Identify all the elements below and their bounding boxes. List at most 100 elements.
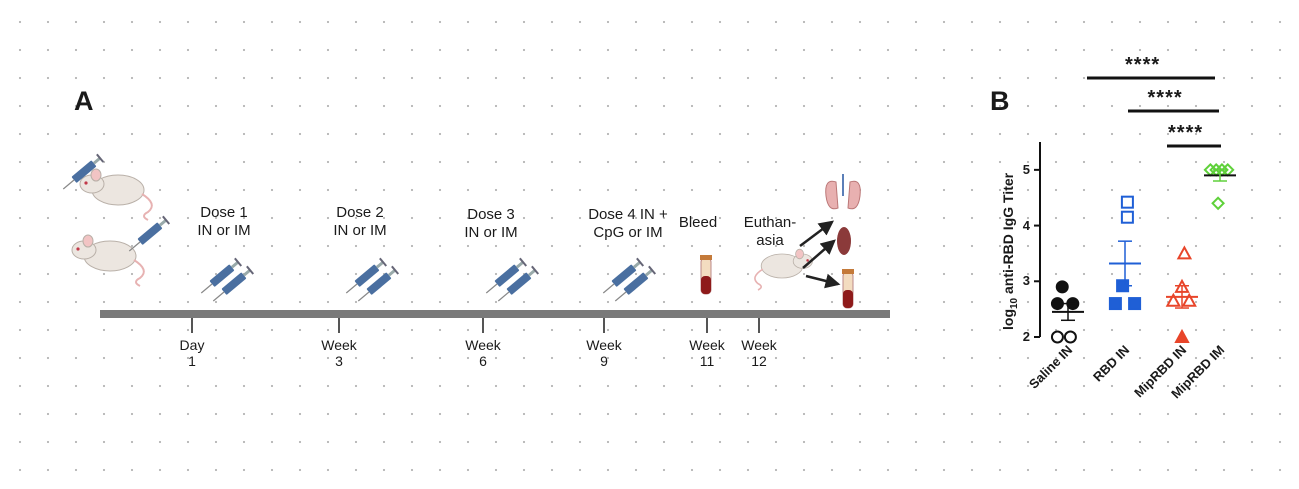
data-point bbox=[1063, 330, 1077, 344]
syringe-barrel bbox=[71, 160, 97, 183]
data-point bbox=[1055, 280, 1069, 294]
tick-label: Week 12 bbox=[741, 337, 777, 369]
data-point bbox=[1128, 297, 1142, 311]
syringe-barrel bbox=[506, 272, 532, 295]
significance-stars: **** bbox=[1147, 87, 1183, 109]
blood-tube-icon bbox=[842, 269, 854, 309]
mouse-tail bbox=[754, 268, 764, 291]
tube-cap bbox=[842, 269, 854, 274]
data-point bbox=[1211, 196, 1225, 211]
tick-label: Week 6 bbox=[465, 337, 501, 369]
syringe-icon bbox=[212, 265, 255, 302]
step-label: Dose 1 IN or IM bbox=[197, 204, 251, 239]
syringe-cap bbox=[648, 265, 657, 275]
syringe-plunger bbox=[230, 260, 240, 269]
tube-blood bbox=[701, 276, 711, 294]
syringe-cap bbox=[391, 265, 400, 275]
syringe-cap bbox=[96, 153, 105, 163]
data-point bbox=[1120, 210, 1134, 224]
mouse-ear bbox=[795, 248, 805, 260]
panel-b-letter: B bbox=[990, 86, 1010, 116]
data-point bbox=[1120, 195, 1134, 209]
syringe-plunger bbox=[515, 260, 525, 269]
syringe-icon bbox=[345, 257, 388, 294]
y-tick-label: 4 bbox=[1022, 217, 1030, 233]
blood-tube-icon bbox=[700, 255, 712, 295]
arrow bbox=[802, 239, 836, 269]
syringe-icon bbox=[357, 265, 400, 302]
lungs-icon bbox=[825, 180, 861, 210]
syringe-icon bbox=[62, 153, 105, 190]
syringe-barrel bbox=[137, 222, 163, 245]
tick-label: Day 1 bbox=[179, 337, 205, 369]
syringe-barrel bbox=[221, 272, 247, 295]
y-tick-label: 2 bbox=[1022, 329, 1030, 344]
syringe-needle bbox=[602, 283, 615, 294]
syringe-needle bbox=[212, 291, 225, 302]
syringe-plunger bbox=[644, 268, 654, 277]
syringe-cap bbox=[519, 257, 528, 267]
syringe-plunger bbox=[375, 260, 385, 269]
syringe-cap bbox=[531, 265, 540, 275]
significance-stars: **** bbox=[1125, 54, 1161, 76]
syringe-barrel bbox=[354, 264, 380, 287]
syringe-needle bbox=[497, 291, 510, 302]
syringe-plunger bbox=[92, 156, 102, 165]
mouse-tail bbox=[141, 193, 153, 221]
syringe-plunger bbox=[632, 260, 642, 269]
y-tick-label: 3 bbox=[1022, 273, 1030, 289]
data-point bbox=[1181, 292, 1197, 307]
syringe-icon bbox=[614, 265, 657, 302]
syringe-plunger bbox=[158, 218, 168, 227]
syringe-cap bbox=[246, 265, 255, 275]
syringe-cap bbox=[162, 215, 171, 225]
data-point bbox=[1176, 245, 1193, 260]
syringe-cap bbox=[234, 257, 243, 267]
arrow bbox=[805, 273, 841, 289]
mouse-tail bbox=[133, 259, 145, 287]
syringe-cap bbox=[379, 257, 388, 267]
syringe-barrel bbox=[209, 264, 235, 287]
step-label: Dose 3 IN or IM bbox=[464, 206, 518, 241]
y-tick-label: 5 bbox=[1022, 161, 1030, 177]
mouse-ear bbox=[90, 168, 102, 182]
syringe-needle bbox=[128, 241, 141, 252]
syringe-barrel bbox=[623, 272, 649, 295]
tube-cap bbox=[700, 255, 712, 260]
step-label: Dose 2 IN or IM bbox=[333, 204, 387, 239]
data-point bbox=[1174, 328, 1190, 343]
syringe-barrel bbox=[494, 264, 520, 287]
syringe-needle bbox=[62, 179, 75, 190]
panel-a-letter: A bbox=[74, 86, 94, 116]
spleen-icon bbox=[837, 227, 851, 255]
syringe-plunger bbox=[242, 268, 252, 277]
y-axis-label: log10 anti-RBD IgG Titer bbox=[1000, 172, 1020, 330]
syringe-icon bbox=[497, 265, 540, 302]
mouse-eye bbox=[76, 247, 80, 251]
syringe-icon bbox=[200, 257, 243, 294]
mouse-eye bbox=[806, 259, 809, 262]
step-label: Bleed bbox=[678, 214, 718, 231]
tube-blood bbox=[843, 290, 853, 308]
mouse-icon bbox=[71, 234, 145, 287]
data-point bbox=[1050, 330, 1064, 344]
step-label: Dose 4 IN + CpG or IM bbox=[588, 206, 668, 241]
syringe-needle bbox=[614, 291, 627, 302]
tick-label: Week 11 bbox=[689, 337, 725, 369]
syringe-needle bbox=[200, 283, 213, 294]
significance-stars: **** bbox=[1168, 122, 1204, 144]
timeline-bar bbox=[100, 310, 890, 318]
mouse-eye bbox=[84, 181, 88, 185]
tick-label: Week 3 bbox=[321, 337, 357, 369]
syringe-needle bbox=[357, 291, 370, 302]
syringe-needle bbox=[345, 283, 358, 294]
syringe-icon bbox=[485, 257, 528, 294]
arrow bbox=[799, 220, 834, 247]
syringe-barrel bbox=[366, 272, 392, 295]
syringe-barrel bbox=[611, 264, 637, 287]
syringe-plunger bbox=[387, 268, 397, 277]
syringe-needle bbox=[485, 283, 498, 294]
